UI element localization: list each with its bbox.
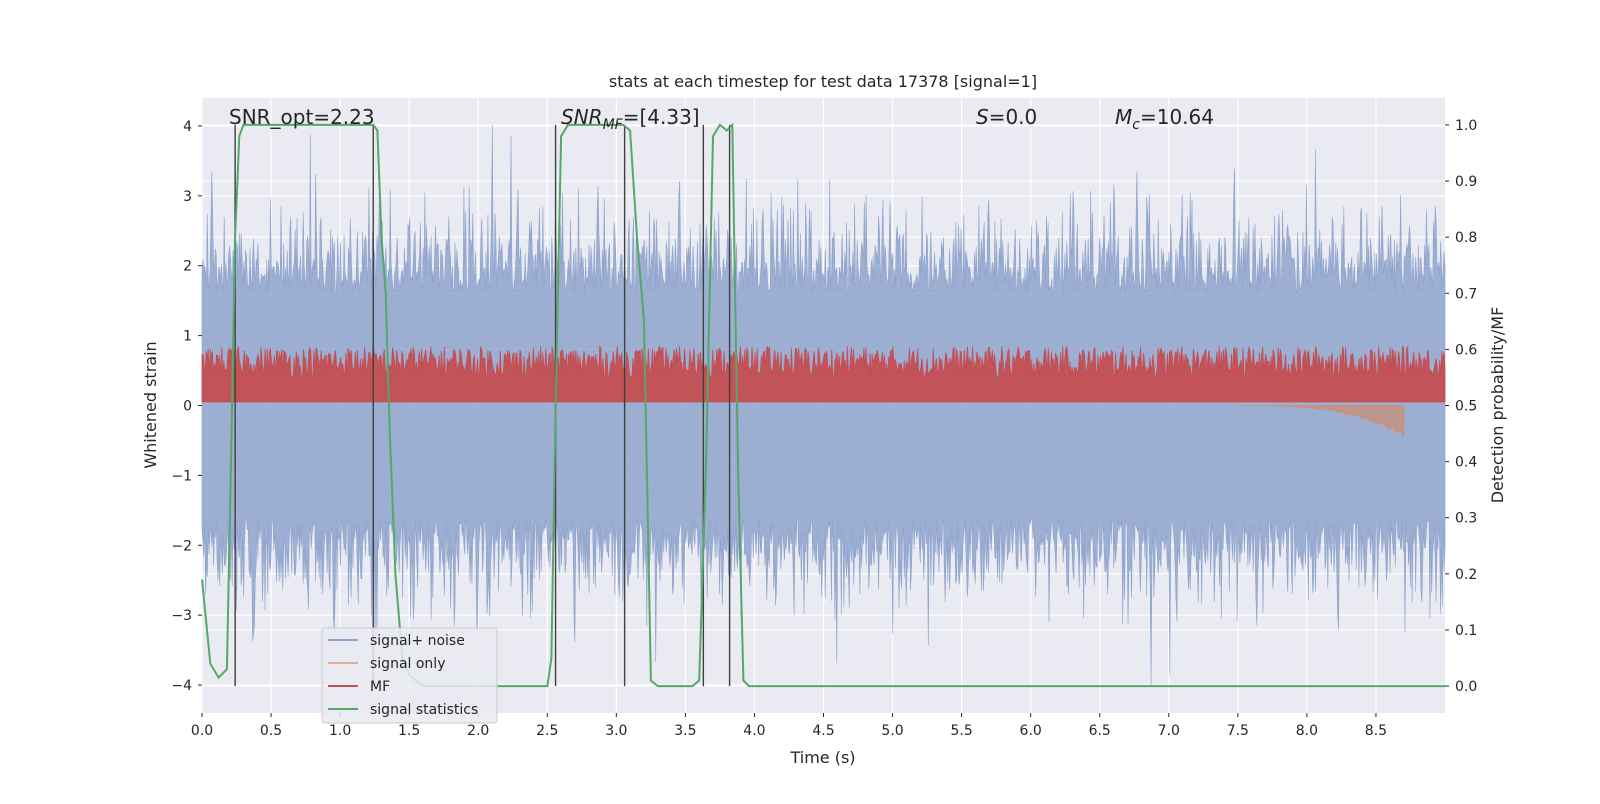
- y-tick-label-right: 0.8: [1455, 230, 1477, 246]
- snr-mf-annotation: SNRMF=[4.33]: [561, 105, 700, 133]
- legend-label-signal-statistics: signal statistics: [370, 702, 478, 718]
- legend-label-mf: MF: [370, 679, 390, 695]
- y-tick-label-right: 0.5: [1455, 399, 1477, 415]
- y-tick-label-right: 0.7: [1455, 286, 1477, 302]
- y-tick-label-right: 0.1: [1455, 623, 1477, 639]
- y-tick-label-right: 0.3: [1455, 511, 1477, 527]
- snr-opt-annotation: SNR_opt=2.23: [229, 105, 375, 129]
- mf-series: [201, 344, 1446, 403]
- y-axis-label-left: Whitened strain: [141, 341, 160, 468]
- x-tick-label: 3.5: [674, 723, 696, 739]
- legend-label-signal-only: signal only: [370, 656, 445, 672]
- y-tick-label-left: 3: [183, 189, 192, 205]
- x-tick-label: 7.5: [1227, 723, 1249, 739]
- mc-annotation: Mc=10.64: [1115, 105, 1214, 133]
- y-tick-label-right: 0.6: [1455, 342, 1477, 358]
- y-tick-label-left: −3: [171, 608, 192, 624]
- y-tick-label-left: −1: [171, 468, 192, 484]
- y-tick-label-left: 2: [183, 259, 192, 275]
- x-tick-label: 1.5: [398, 723, 420, 739]
- signal-noise-band: [201, 124, 1446, 687]
- x-axis-label: Time (s): [789, 748, 855, 767]
- chart-title: stats at each timestep for test data 173…: [609, 72, 1037, 91]
- x-tick-label: 8.0: [1296, 723, 1318, 739]
- y-axis-label-right: Detection probability/MF: [1488, 307, 1507, 504]
- x-tick-label: 8.5: [1365, 723, 1387, 739]
- x-tick-label: 6.5: [1089, 723, 1111, 739]
- y-tick-label-left: 0: [183, 399, 192, 415]
- x-tick-label: 6.0: [1020, 723, 1042, 739]
- legend-box: [321, 627, 498, 724]
- signal-statistics-line: [201, 122, 1445, 688]
- x-tick-label: 0.5: [260, 723, 282, 739]
- ticks: 0.0 0.5 1.0 1.5 2.0 2.5 3.0 3.5 4.0 4.5 5.0 5.5 6.0 6…: [171, 118, 1477, 739]
- x-tick-label: 1.0: [329, 723, 351, 739]
- signal-statistics-series: [201, 122, 1445, 688]
- signal-noise-series: [201, 124, 1446, 687]
- y-tick-label-right: 0.0: [1455, 679, 1477, 695]
- s-annotation: S=0.0: [976, 105, 1037, 129]
- mf-band: [201, 344, 1446, 403]
- x-tick-label: 3.0: [605, 723, 627, 739]
- y-tick-label-left: 1: [183, 329, 192, 345]
- y-tick-label-right: 0.9: [1455, 174, 1477, 190]
- y-tick-label-right: 0.2: [1455, 567, 1477, 583]
- y-tick-label-left: −4: [171, 678, 192, 694]
- y-tick-label-left: −2: [171, 538, 192, 554]
- x-tick-label: 5.5: [950, 723, 972, 739]
- y-tick-label-right: 0.4: [1455, 455, 1477, 471]
- legend: signal+ noise signal only MF signal stat…: [321, 627, 498, 724]
- x-tick-label: 0.0: [191, 723, 213, 739]
- x-tick-label: 5.0: [881, 723, 903, 739]
- x-tick-label: 2.5: [536, 723, 558, 739]
- y-tick-label-right: 1.0: [1455, 118, 1477, 134]
- y-tick-label-left: 4: [183, 119, 192, 135]
- x-tick-label: 4.5: [812, 723, 834, 739]
- legend-label-signal-noise: signal+ noise: [370, 633, 465, 649]
- x-tick-label: 2.0: [467, 723, 489, 739]
- signal-only-band: [1237, 405, 1405, 437]
- x-tick-label: 4.0: [743, 723, 765, 739]
- signal-only-series: [1237, 405, 1405, 437]
- x-tick-label: 7.0: [1158, 723, 1180, 739]
